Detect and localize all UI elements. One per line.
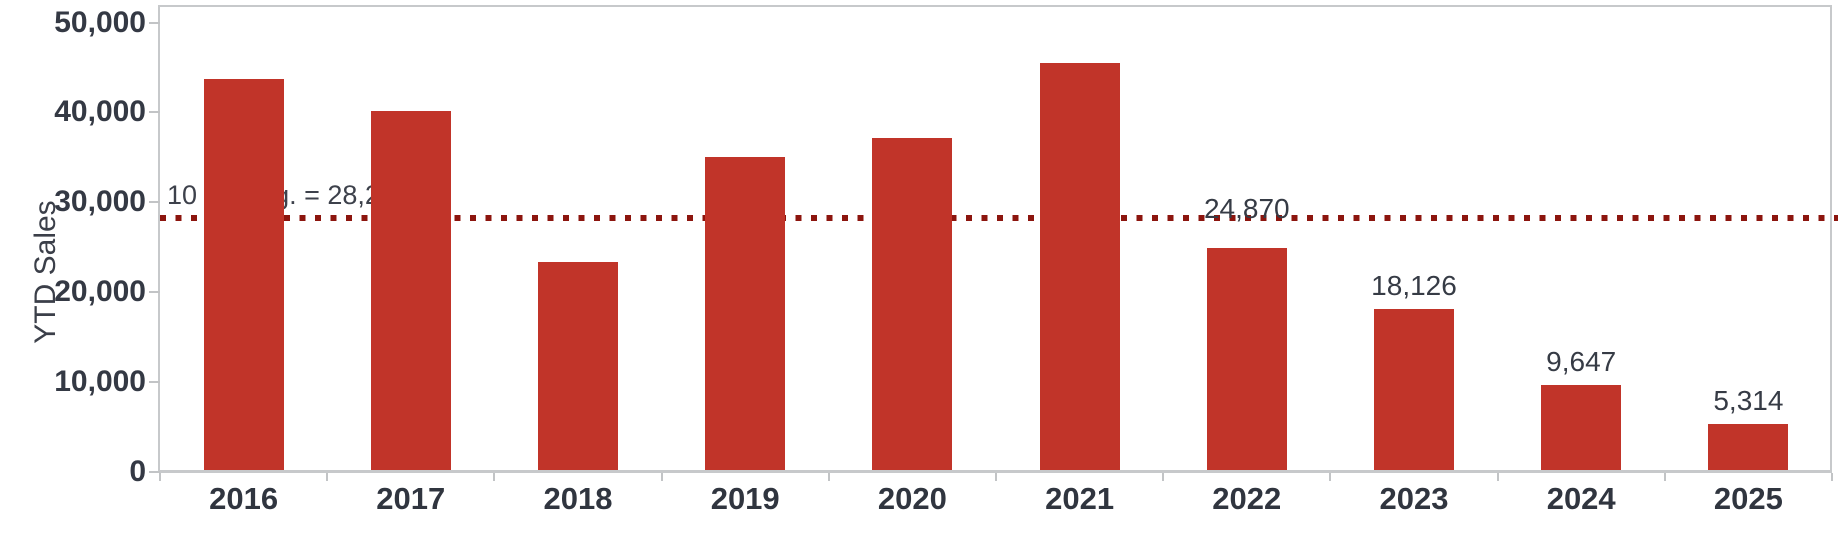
bar-2018[interactable] <box>538 262 618 472</box>
bar-2017[interactable] <box>370 111 451 472</box>
bar-2019[interactable] <box>705 157 786 472</box>
x-axis-tick <box>995 473 997 481</box>
x-axis-tick <box>1162 473 1165 481</box>
x-axis-tick <box>827 473 830 481</box>
bar-value-label-2023: 18,126 <box>1371 270 1457 302</box>
plot-border-top <box>160 5 1832 7</box>
bar-value-label-2022: 24,870 <box>1203 193 1290 225</box>
x-axis-tick <box>1663 473 1666 481</box>
bar-2022[interactable] <box>1206 248 1287 472</box>
x-axis-label-2024: 2024 <box>1546 481 1616 516</box>
y-axis-tick <box>149 471 160 473</box>
reference-line <box>160 214 1838 221</box>
x-axis-label-2023: 2023 <box>1379 481 1449 516</box>
y-axis-tick <box>149 381 160 384</box>
x-axis-tick <box>159 473 161 481</box>
x-axis-label-2017: 2017 <box>376 481 446 516</box>
y-axis-tick-label: 20,000 <box>54 275 146 309</box>
x-axis-tick <box>1329 473 1332 481</box>
y-axis-tick-label: 50,000 <box>54 5 146 39</box>
bar-2024[interactable] <box>1541 385 1622 472</box>
bar-2023[interactable] <box>1374 309 1454 472</box>
y-axis-line <box>158 5 160 473</box>
y-axis-tick <box>149 201 160 204</box>
x-axis-label-2020: 2020 <box>877 481 947 516</box>
plot-border-right <box>1830 5 1832 472</box>
x-axis-tick <box>1496 473 1499 481</box>
y-axis-tick-label: 40,000 <box>54 95 146 129</box>
y-axis-tick-label: 0 <box>129 455 146 488</box>
bar-2021[interactable] <box>1039 62 1120 472</box>
x-axis-label-2021: 2021 <box>1045 481 1115 516</box>
y-axis-tick <box>149 21 160 24</box>
y-axis-tick-label: 10,000 <box>54 365 146 399</box>
x-axis-line <box>160 470 1832 473</box>
x-axis-label-2018: 2018 <box>543 481 613 516</box>
bar-2020[interactable] <box>872 138 953 472</box>
x-axis-label-2022: 2022 <box>1212 481 1282 516</box>
bar-2025[interactable] <box>1708 424 1789 472</box>
x-axis-tick <box>493 473 496 481</box>
y-axis-tick <box>149 291 160 294</box>
bar-value-label-2025: 5,314 <box>1713 385 1784 417</box>
x-axis-tick <box>660 473 663 481</box>
bar-value-label-2024: 9,647 <box>1546 346 1617 378</box>
x-axis-label-2019: 2019 <box>710 481 780 516</box>
x-axis-tick <box>1831 473 1833 481</box>
x-axis-tick <box>326 473 329 481</box>
bar-2016[interactable] <box>203 79 284 472</box>
x-axis-label-2016: 2016 <box>209 481 279 516</box>
y-axis-tick-label: 30,000 <box>54 185 146 219</box>
x-axis-label-2025: 2025 <box>1713 481 1783 516</box>
y-axis-tick <box>149 111 160 114</box>
